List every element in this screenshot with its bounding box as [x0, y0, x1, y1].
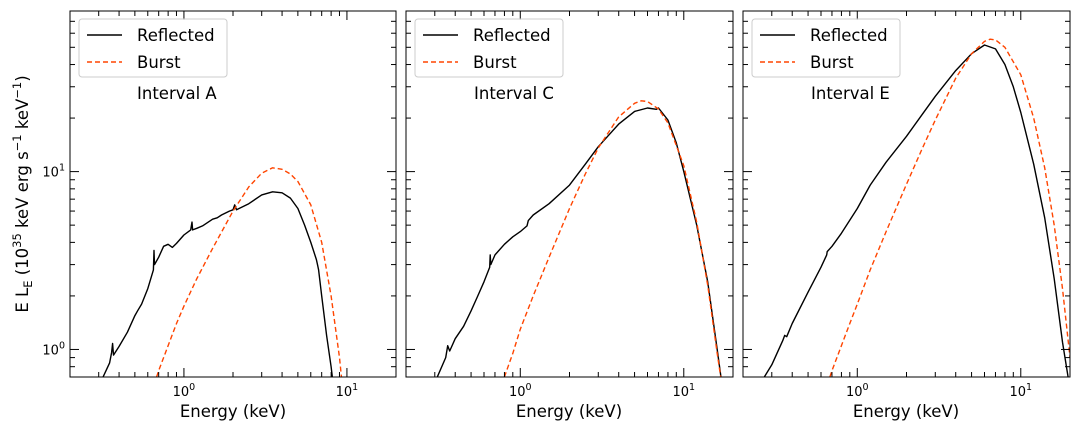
y-label-sup2: −1 [10, 134, 24, 151]
panel-c-tick-labels: 100 101 [509, 382, 695, 400]
x-tick-label: 101 [336, 382, 359, 400]
panel-e-x-axis-label: Energy (keV) [853, 402, 959, 421]
y-label-open: (10 [13, 248, 32, 281]
panel-c-annotation: Interval C [474, 84, 554, 103]
panel-e-legend-label-reflected: Reflected [810, 26, 888, 45]
panel-a-x-axis-label: Energy (keV) [180, 402, 286, 421]
y-label-sub: E [21, 281, 35, 288]
panel-a-frame [69, 10, 397, 378]
panel-a-legend-label-reflected: Reflected [137, 26, 215, 45]
panel-c-x-axis-label: Energy (keV) [516, 402, 622, 421]
x-tick-label: 100 [846, 382, 869, 400]
panel-c-ticks [405, 10, 734, 378]
y-tick-label: 100 [42, 340, 65, 358]
x-tick-label: 101 [672, 382, 695, 400]
panel-e-frame [742, 10, 1071, 378]
x-tick-label: 100 [173, 382, 196, 400]
panel-a-curves [102, 167, 343, 377]
panel-c-legend-label-reflected: Reflected [473, 26, 551, 45]
panel-e-tick-labels: 100 101 [846, 382, 1032, 400]
y-label-main: E L [13, 287, 32, 313]
panel-c-series-reflected [436, 107, 722, 377]
panel-a-series-reflected [102, 191, 334, 377]
panel-c-legend-label-burst: Burst [473, 53, 517, 72]
panel-e: 100 101 Reflected Burst Interval E Energy… [742, 10, 1071, 421]
panel-c-curves [436, 100, 722, 377]
x-tick-label: 101 [1009, 382, 1032, 400]
panel-a-annotation: Interval A [137, 84, 217, 103]
panel-e-curves [763, 38, 1070, 377]
panel-e-legend: Reflected Burst [751, 18, 901, 78]
y-axis-label: E LE (1035 keV erg s−1 keV−1) [10, 75, 35, 312]
panel-a-legend-label-burst: Burst [137, 53, 181, 72]
y-label-unit1: keV erg s [13, 151, 32, 233]
panel-e-series-burst [829, 38, 1070, 377]
y-label-sup1: 35 [10, 233, 24, 248]
panel-c-legend: Reflected Burst [414, 18, 564, 78]
y-label-close: ) [13, 75, 32, 81]
panel-c-series-burst [503, 100, 722, 377]
panel-c-frame [405, 10, 734, 378]
x-tick-label: 100 [509, 382, 532, 400]
y-label-sup3: −1 [10, 82, 24, 99]
y-label-unit2: keV [13, 98, 32, 134]
panel-a-tick-labels: 100 101 100 101 [42, 163, 358, 400]
panel-a-legend: Reflected Burst [78, 18, 228, 78]
panel-e-series-reflected [763, 44, 1069, 377]
panel-e-annotation: Interval E [811, 84, 890, 103]
panel-a-series-burst [155, 167, 343, 377]
y-tick-label: 101 [42, 163, 65, 181]
panel-e-legend-label-burst: Burst [810, 53, 854, 72]
panel-c: 100 101 Reflected Burst Interval C Energy… [405, 10, 734, 421]
